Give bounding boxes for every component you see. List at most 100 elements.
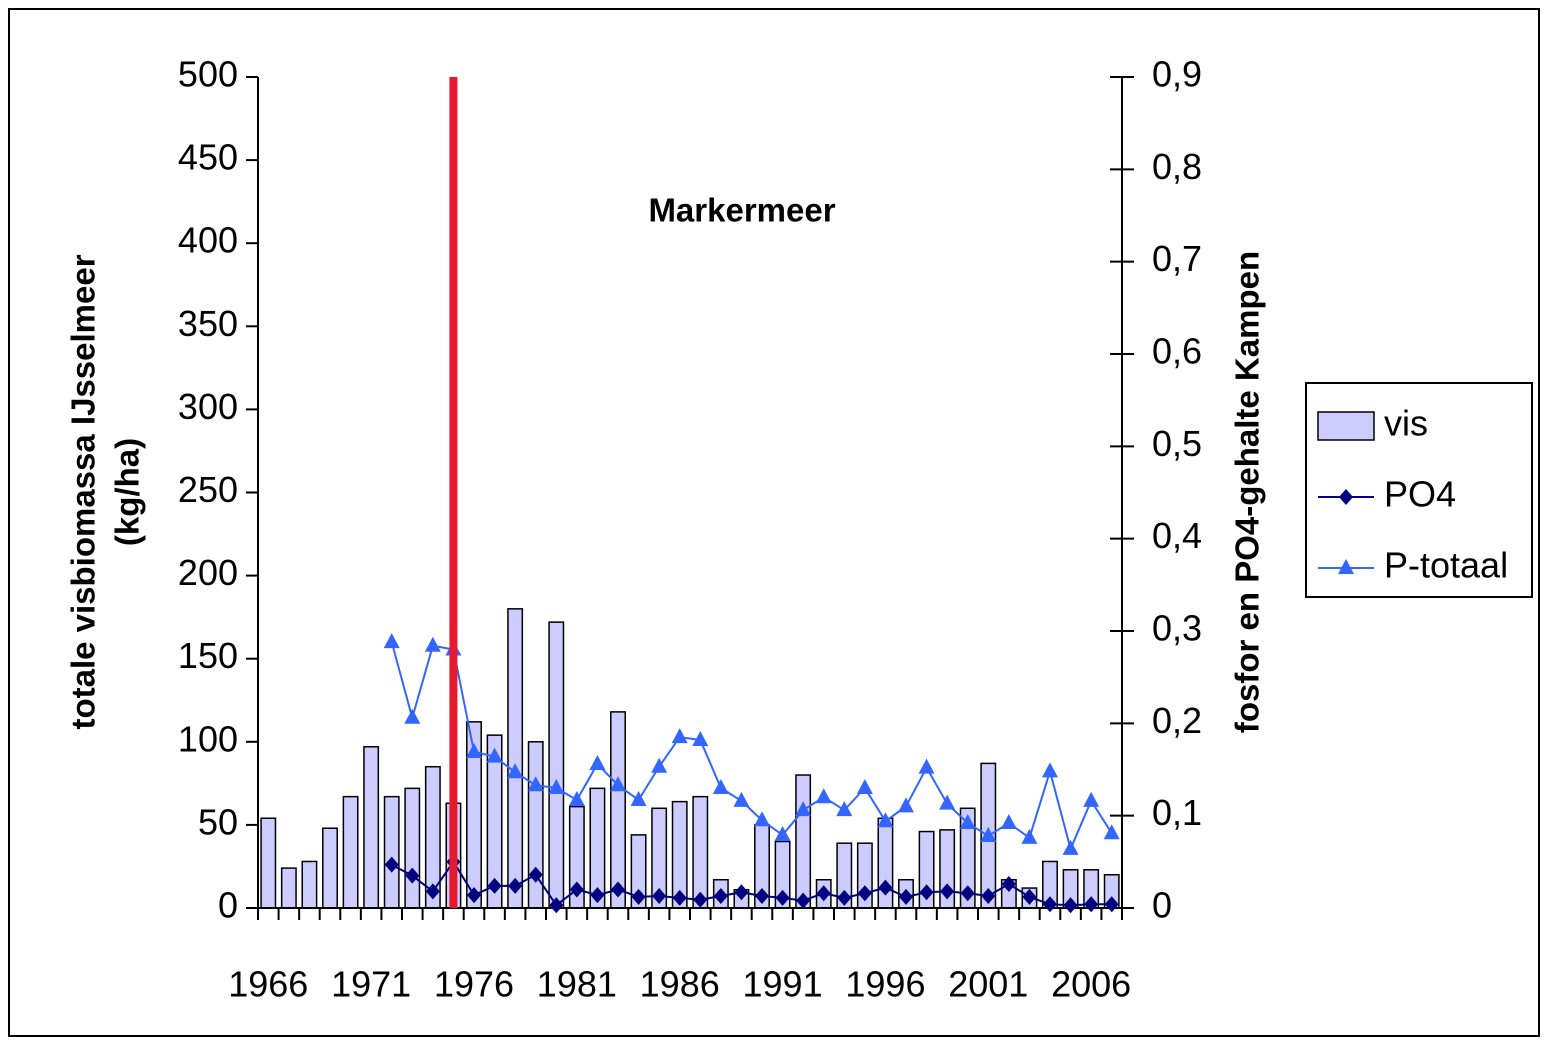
bar — [363, 746, 380, 909]
bar — [280, 867, 297, 909]
point — [1063, 897, 1078, 914]
point — [940, 883, 955, 900]
point — [1021, 828, 1038, 844]
point — [857, 885, 872, 902]
point — [899, 888, 913, 905]
point — [693, 891, 708, 908]
point — [1022, 888, 1037, 905]
y2-tick-label: 0,6 — [1152, 331, 1202, 372]
point — [775, 889, 790, 906]
x-tick-label: 1986 — [640, 964, 720, 1005]
x-tick-label: 1996 — [845, 964, 925, 1005]
bar — [692, 795, 709, 909]
point — [815, 788, 832, 804]
y2-tick-label: 0,1 — [1152, 792, 1202, 833]
point — [569, 881, 584, 898]
point — [796, 892, 811, 909]
bar — [795, 774, 812, 909]
bar — [548, 621, 565, 909]
point — [611, 881, 625, 898]
bar — [610, 711, 626, 909]
bar — [260, 817, 277, 909]
y-tick-label: 250 — [178, 469, 238, 510]
point — [918, 758, 935, 774]
legend-marker — [1338, 559, 1354, 574]
y2-tick-label: 0,9 — [1152, 54, 1202, 95]
x-tick-label: 2001 — [948, 964, 1028, 1005]
point — [568, 790, 585, 806]
legend-swatch — [1317, 411, 1375, 441]
x-tick-label: 1976 — [434, 964, 514, 1005]
x-tick-label: 1991 — [743, 964, 823, 1005]
point — [898, 797, 914, 813]
y2-axis-title: fosfor en PO4-gehalte Kampen — [1229, 251, 1266, 733]
point — [467, 887, 481, 904]
bar — [301, 860, 318, 909]
point — [981, 887, 996, 904]
point — [1000, 814, 1017, 830]
point — [425, 883, 440, 900]
legend-label: PO4 — [1384, 474, 1456, 515]
point — [1083, 791, 1100, 807]
y2-tick-label: 0,8 — [1152, 146, 1202, 187]
point — [795, 801, 812, 817]
point — [507, 763, 524, 779]
point — [590, 887, 605, 904]
point — [528, 866, 543, 883]
point — [652, 887, 667, 904]
point — [734, 884, 749, 901]
y-tick-label: 300 — [178, 386, 238, 427]
y-tick-label: 150 — [178, 635, 238, 676]
point — [405, 867, 420, 884]
point — [527, 776, 544, 792]
y-axis-title: totale visbiomassa IJsselmeer — [65, 254, 102, 729]
point — [836, 801, 853, 817]
x-tick-label: 2006 — [1051, 964, 1131, 1005]
y2-tick-label: 0,2 — [1152, 700, 1202, 741]
point — [960, 885, 975, 902]
y-axis-title: (kg/ha) — [109, 438, 146, 546]
point — [651, 757, 668, 773]
x-tick-label: 1981 — [537, 964, 617, 1005]
point — [549, 897, 564, 914]
y2-tick-label: 0,7 — [1152, 238, 1202, 279]
y-tick-label: 0 — [218, 885, 238, 926]
y-tick-label: 350 — [178, 303, 238, 344]
point — [755, 887, 769, 904]
bar — [383, 795, 400, 909]
y2-tick-label: 0,5 — [1152, 423, 1202, 464]
point — [404, 708, 421, 724]
y-tick-label: 200 — [178, 552, 238, 593]
point — [713, 887, 728, 904]
point — [548, 778, 565, 794]
point — [631, 888, 646, 905]
annotation: Markermeer — [648, 192, 835, 229]
point — [877, 812, 894, 828]
y-tick-label: 450 — [178, 137, 238, 178]
point — [487, 877, 502, 894]
point — [672, 889, 687, 906]
bar — [404, 787, 421, 909]
legend-label: P-totaal — [1384, 545, 1508, 586]
point — [733, 791, 750, 807]
point — [919, 884, 934, 901]
bar — [322, 827, 338, 909]
point — [1043, 896, 1057, 913]
point — [939, 794, 956, 810]
point — [486, 747, 503, 763]
bar — [507, 608, 524, 909]
point — [383, 633, 400, 649]
legend-marker — [1339, 489, 1353, 505]
point — [774, 826, 791, 842]
point — [837, 889, 852, 906]
point — [1104, 896, 1119, 913]
point — [1042, 762, 1058, 778]
point — [671, 728, 688, 744]
point — [816, 885, 831, 902]
point — [692, 730, 709, 746]
point — [959, 814, 976, 830]
point — [508, 877, 523, 894]
legend-label: vis — [1384, 403, 1428, 444]
point — [1084, 896, 1099, 913]
